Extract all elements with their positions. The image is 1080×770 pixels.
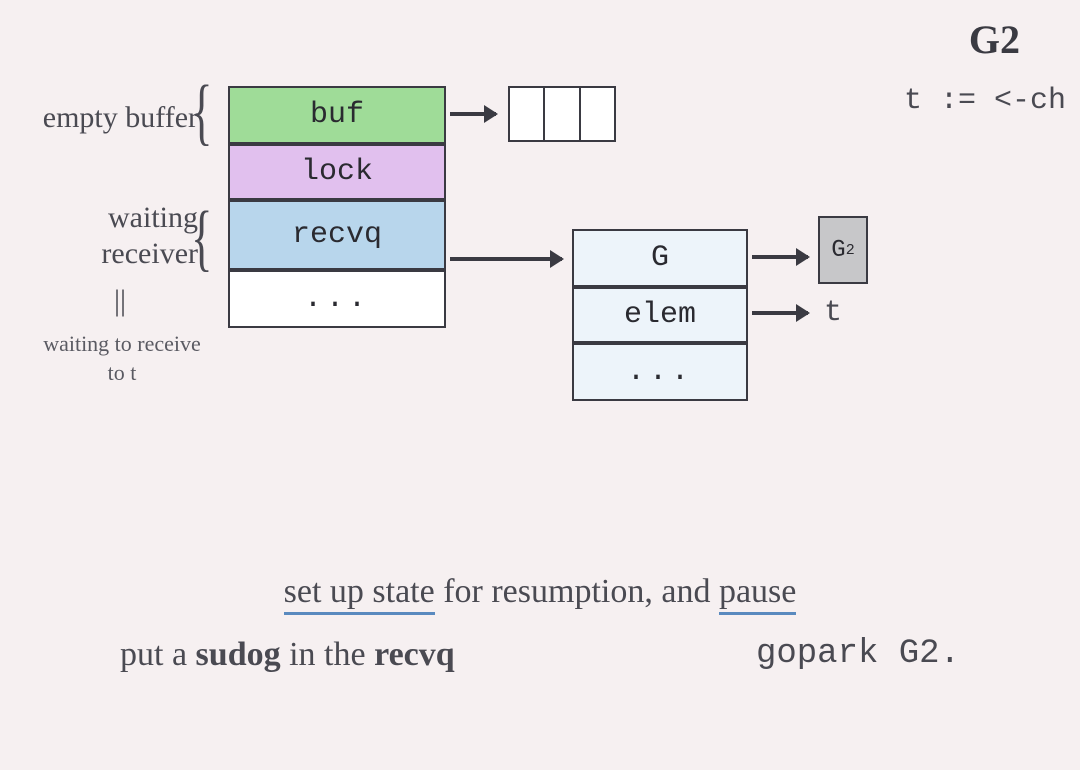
arrow-g [752, 255, 808, 259]
cell-recvq: recvq [230, 200, 444, 270]
cell-sudog-ellipsis: ... [574, 343, 746, 399]
footer-line1: set up state for resumption, and pause [120, 566, 960, 617]
footer-underline-2: pause [719, 573, 796, 615]
arrow-buf [450, 112, 496, 116]
code-expr: t := <-ch [904, 84, 1066, 118]
buffer-cell [545, 88, 580, 140]
buffer-cell [581, 88, 614, 140]
g2-box: G2 [818, 216, 868, 284]
g2-label: G [831, 237, 845, 264]
label-wtr1: waiting to receive [0, 330, 252, 359]
footer-line2: put a sudog in the recvq gopark G2. [120, 629, 960, 680]
brace-icon-2: { [191, 196, 212, 281]
footer-underline-1: set up state [284, 573, 435, 615]
buffer-array [508, 86, 616, 142]
sudog-struct: G elem ... [572, 229, 748, 401]
arrow-elem [752, 311, 808, 315]
cell-buf: buf [230, 88, 444, 144]
footer-mid: for resumption, and [435, 573, 719, 610]
label-wtr2: to t [0, 359, 252, 388]
cell-lock: lock [230, 144, 444, 200]
label-receiver: receiver [0, 236, 198, 272]
footer-left: put a sudog in the recvq [120, 629, 455, 680]
g2-sub: 2 [846, 242, 855, 259]
cell-g: G [574, 231, 746, 287]
buffer-cell [510, 88, 545, 140]
title-g2: G2 [969, 16, 1020, 63]
hchan-struct: buf lock recvq ... [228, 86, 446, 328]
label-bars: || [70, 284, 170, 318]
label-empty-buffer: empty buffer [0, 100, 198, 136]
label-waiting: waiting [0, 200, 198, 236]
cell-elem: elem [574, 287, 746, 343]
cell-ellipsis: ... [230, 270, 444, 326]
label-t: t [824, 296, 842, 330]
arrow-recvq [450, 257, 562, 261]
brace-icon: { [191, 70, 212, 155]
footer-right: gopark G2. [756, 629, 960, 680]
